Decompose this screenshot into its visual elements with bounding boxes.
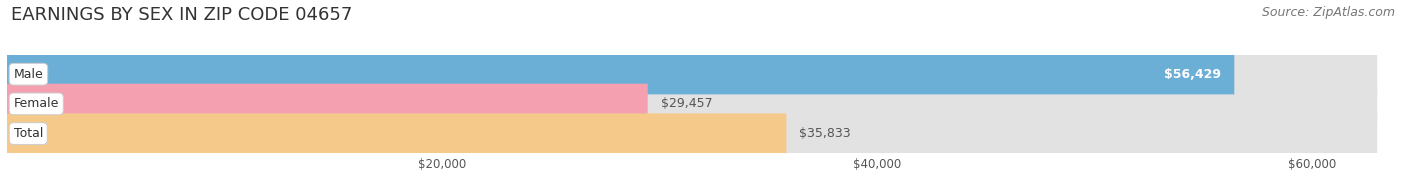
FancyBboxPatch shape	[7, 113, 1378, 154]
Text: Female: Female	[14, 97, 59, 110]
FancyBboxPatch shape	[7, 54, 1378, 94]
Text: Male: Male	[14, 68, 44, 81]
Text: $29,457: $29,457	[661, 97, 713, 110]
FancyBboxPatch shape	[7, 54, 1234, 94]
Text: EARNINGS BY SEX IN ZIP CODE 04657: EARNINGS BY SEX IN ZIP CODE 04657	[11, 6, 353, 24]
Text: $35,833: $35,833	[800, 127, 851, 140]
Text: $56,429: $56,429	[1164, 68, 1222, 81]
FancyBboxPatch shape	[7, 84, 648, 124]
Text: Source: ZipAtlas.com: Source: ZipAtlas.com	[1261, 6, 1395, 19]
FancyBboxPatch shape	[7, 113, 786, 154]
Text: Total: Total	[14, 127, 44, 140]
FancyBboxPatch shape	[7, 84, 1378, 124]
